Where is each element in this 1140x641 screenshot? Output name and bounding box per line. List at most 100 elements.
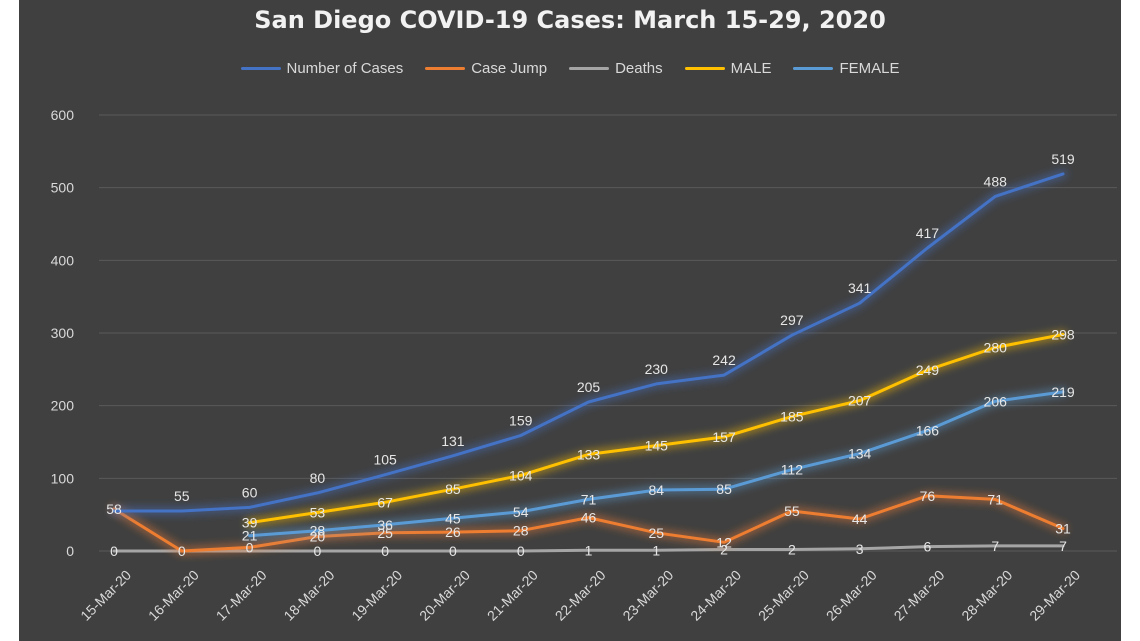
data-label: 2 [720,542,728,558]
data-label: 207 [848,393,872,409]
data-label: 67 [377,494,393,510]
legend-swatch-female [793,67,834,70]
series-line [112,494,1065,553]
x-tick-label: 18-Mar-20 [280,567,337,624]
y-tick-label: 0 [66,543,74,559]
data-label: 7 [1059,538,1067,554]
chart-area: San Diego COVID-19 Cases: March 15-29, 2… [19,0,1121,641]
legend-label-cases: Number of Cases [286,60,404,77]
y-tick-label: 100 [51,470,75,486]
data-label: 157 [712,429,736,445]
y-tick-label: 500 [51,180,75,196]
data-label: 104 [509,467,533,483]
legend-swatch-deaths [569,67,610,70]
chart-title: San Diego COVID-19 Cases: March 15-29, 2… [254,6,886,34]
data-label: 36 [377,517,393,533]
data-label: 0 [381,543,389,559]
x-tick-label: 22-Mar-20 [552,567,609,624]
series-line [112,172,1065,513]
data-label: 159 [509,412,533,428]
legend-label-deaths: Deaths [615,60,663,77]
legend-item-female: FEMALE [793,60,900,77]
data-label: 12 [716,534,732,550]
data-label: 297 [780,312,804,328]
data-label: 1 [652,542,660,558]
data-label: 46 [581,510,597,526]
data-label: 3 [856,541,864,557]
series-line [248,390,1065,538]
legend-swatch-case-jump [425,67,466,70]
data-label: 6 [924,539,932,555]
data-label: 21 [242,528,258,544]
data-label: 131 [441,433,465,449]
data-label: 488 [984,173,1008,189]
y-tick-label: 600 [51,107,75,123]
legend-item-case-jump: Case Jump [425,60,547,77]
x-tick-label: 17-Mar-20 [213,567,270,624]
y-tick-label: 300 [51,325,75,341]
data-label: 26 [445,524,461,540]
legend-label-case-jump: Case Jump [471,60,548,77]
x-tick-label: 15-Mar-20 [77,567,134,624]
legend-swatch-male [684,67,725,70]
data-label: 280 [984,340,1008,356]
y-tick-label: 200 [51,398,75,414]
x-tick-label: 26-Mar-20 [823,567,880,624]
data-label: 55 [174,488,190,504]
data-label: 71 [987,491,1003,507]
data-label: 58 [106,501,122,517]
data-label: 28 [513,523,529,539]
legend: Number of Cases Case Jump Deaths MALE FE… [19,60,1121,77]
data-label: 206 [984,393,1008,409]
x-tick-label: 20-Mar-20 [416,567,473,624]
data-label: 71 [581,491,597,507]
data-label: 20 [310,528,326,544]
data-label: 230 [645,361,669,377]
data-label: 0 [178,543,186,559]
legend-item-deaths: Deaths [569,60,663,77]
data-label: 53 [310,504,326,520]
x-tick-label: 19-Mar-20 [348,567,405,624]
legend-swatch-cases [240,67,281,70]
data-label: 205 [577,379,601,395]
data-label: 417 [916,225,940,241]
series-line [112,544,1065,553]
data-label: 519 [1051,151,1075,167]
x-tick-label: 16-Mar-20 [145,567,202,624]
series-line [248,333,1065,525]
legend-label-male: MALE [730,60,772,77]
data-label: 44 [852,511,868,527]
data-label: 2 [788,542,796,558]
data-label: 1 [585,542,593,558]
data-label: 166 [916,422,940,438]
legend-label-female: FEMALE [839,60,900,77]
data-label: 85 [716,481,732,497]
data-label: 0 [517,543,525,559]
data-label: 60 [242,484,258,500]
data-label: 80 [310,470,326,486]
data-label: 0 [449,543,457,559]
data-label: 249 [916,362,940,378]
data-label: 45 [445,510,461,526]
data-label: 0 [246,539,254,555]
data-label: 185 [780,409,804,425]
data-label: 134 [848,446,872,462]
data-label: 84 [648,482,664,498]
data-label: 55 [784,503,800,519]
data-label: 112 [781,462,804,478]
data-label: 28 [310,523,326,539]
data-label: 85 [445,481,461,497]
data-label: 341 [848,280,872,296]
data-label: 25 [648,525,664,541]
x-tick-label: 21-Mar-20 [484,567,541,624]
legend-item-cases: Number of Cases [240,60,404,77]
x-tick-label: 27-Mar-20 [891,567,948,624]
x-tick-label: 24-Mar-20 [687,567,744,624]
data-label: 7 [991,538,999,554]
data-label: 298 [1051,326,1075,342]
data-label: 219 [1051,384,1075,400]
series-glow [245,387,1068,541]
x-tick-label: 29-Mar-20 [1026,567,1083,624]
data-label: 76 [920,488,936,504]
